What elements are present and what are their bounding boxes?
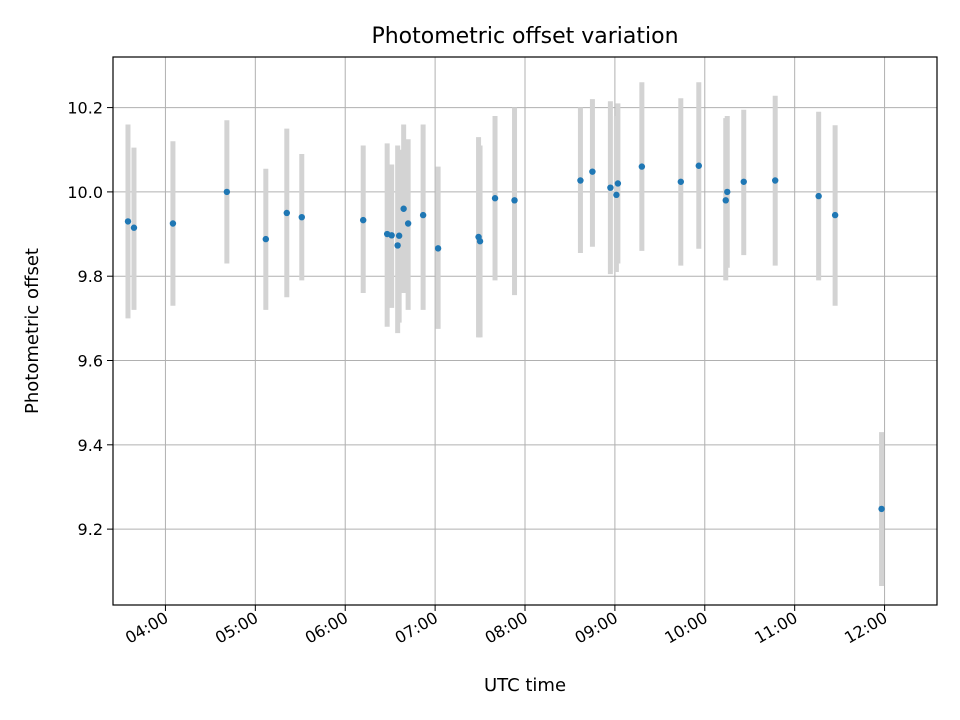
data-point	[130, 224, 138, 231]
data-point	[395, 232, 403, 239]
data-point	[400, 205, 407, 212]
data-point	[722, 197, 729, 204]
data-point	[124, 218, 132, 225]
y-tick-label: 9.6	[78, 352, 103, 371]
y-tick-label: 10.0	[67, 183, 103, 202]
data-point	[607, 184, 614, 191]
x-tick-label: 07:00	[392, 608, 441, 648]
error-bars	[125, 82, 885, 587]
y-tick-label: 10.2	[67, 99, 103, 118]
data-point	[434, 245, 442, 252]
y-tick-label: 9.4	[78, 436, 103, 455]
data-point	[359, 216, 367, 224]
x-tick-label: 11:00	[751, 608, 800, 648]
data-point	[262, 235, 270, 243]
data-point	[394, 242, 401, 249]
data-point	[613, 191, 620, 199]
x-tick-label: 12:00	[841, 608, 890, 648]
x-tick-label: 08:00	[482, 608, 531, 648]
y-tick-label: 9.2	[78, 520, 103, 539]
x-tick-label: 04:00	[122, 608, 171, 648]
x-axis-ticks: 04:00 05:00 06:00 07:00 08:00 09:00 10:00 11:00…	[122, 605, 891, 648]
y-tick-label: 9.8	[78, 267, 103, 286]
x-axis-label: UTC time	[484, 675, 566, 696]
data-point	[476, 238, 484, 245]
x-tick-label: 09:00	[571, 608, 620, 648]
grid	[113, 57, 937, 605]
y-axis-ticks: 9.2 9.4 9.6 9.8 10.0 10.2	[67, 99, 113, 539]
data-point	[638, 163, 646, 170]
x-tick-label: 10:00	[661, 608, 710, 648]
data-points	[124, 162, 885, 513]
x-tick-label: 05:00	[212, 608, 261, 648]
data-point	[677, 178, 685, 185]
data-point	[695, 162, 702, 169]
data-point	[771, 177, 779, 184]
data-point	[169, 220, 177, 227]
x-tick-label: 06:00	[302, 608, 351, 648]
data-point	[419, 211, 427, 219]
data-point	[878, 505, 885, 513]
data-point	[815, 192, 822, 200]
data-point	[491, 195, 499, 202]
data-point	[283, 209, 290, 217]
data-point	[740, 178, 747, 185]
data-point	[388, 232, 395, 239]
data-point	[511, 197, 518, 204]
data-point	[223, 188, 231, 196]
data-point	[298, 213, 305, 221]
y-axis-label: Photometric offset	[22, 248, 43, 414]
data-point	[577, 177, 584, 184]
data-point	[404, 220, 412, 227]
chart-title: Photometric offset variation	[371, 24, 678, 49]
data-point	[831, 211, 839, 219]
data-point	[614, 180, 622, 187]
data-point	[589, 168, 596, 175]
data-point	[724, 188, 731, 196]
